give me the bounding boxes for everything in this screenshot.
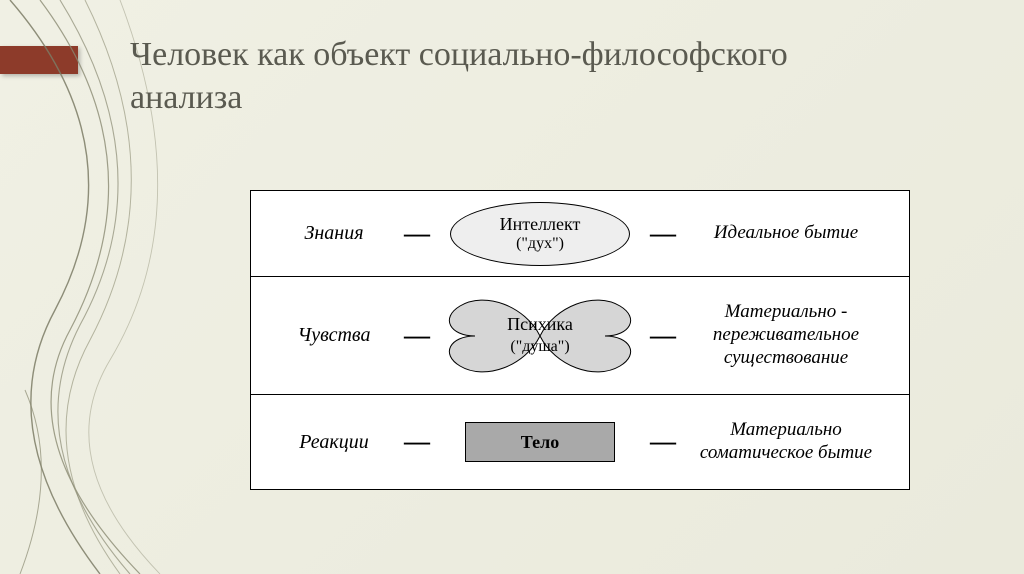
diagram-table: Знания — Интеллект ("дух") — Идеальное б… [250, 190, 910, 490]
row-left-label: Чувства [269, 324, 399, 347]
ellipse-intellect: Интеллект ("дух") [450, 202, 630, 266]
center-main-text: Психика [507, 314, 573, 334]
diagram-row: Знания — Интеллект ("дух") — Идеальное б… [251, 191, 909, 277]
dash-separator: — [402, 219, 432, 249]
row-right-label: Идеальное бытие [681, 222, 891, 245]
diagram-row: Чувства — Психика ("душа") — Материально… [251, 277, 909, 395]
dash-separator: — [648, 219, 678, 249]
center-main-text: Интеллект [500, 214, 581, 235]
slide-title: Человек как объект социально-философског… [130, 34, 890, 119]
butterfly-psyche: Психика ("душа") [435, 286, 645, 386]
center-main-text: Тело [521, 432, 559, 453]
center-sub-text: ("душа") [510, 338, 569, 355]
row-center-shape: Интеллект ("дух") [435, 202, 645, 266]
accent-bar [0, 46, 78, 74]
dash-separator: — [402, 321, 432, 351]
dash-separator: — [648, 321, 678, 351]
rect-body: Тело [465, 422, 615, 462]
row-right-label: Материально соматическое бытие [681, 419, 891, 465]
row-left-label: Реакции [269, 431, 399, 454]
dash-separator: — [648, 427, 678, 457]
dash-separator: — [402, 427, 432, 457]
slide: Человек как объект социально-философског… [0, 0, 1024, 574]
row-center-shape: Психика ("душа") [435, 286, 645, 386]
row-right-label: Материально - переживательное существова… [681, 301, 891, 369]
center-sub-text: ("дух") [516, 235, 564, 253]
row-left-label: Знания [269, 222, 399, 245]
row-center-shape: Тело [435, 422, 645, 462]
diagram-row: Реакции — Тело — Материально соматическо… [251, 395, 909, 489]
